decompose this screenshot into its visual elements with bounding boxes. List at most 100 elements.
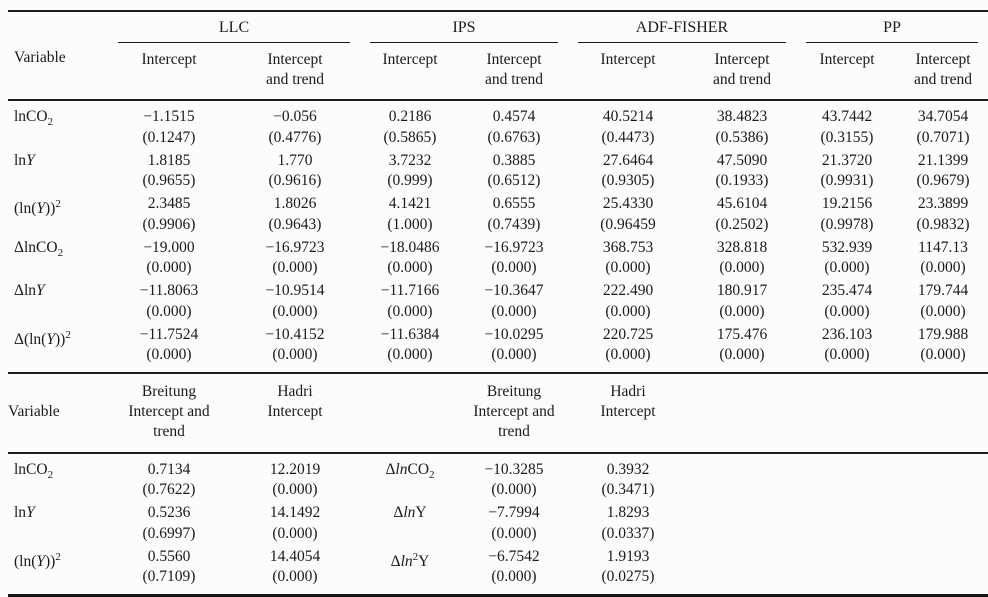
- table-cell: −10.9514 (0.000): [230, 279, 360, 323]
- table-cell-empty: [796, 501, 898, 545]
- table-row: lnCO2 0.7134 (0.7622) 12.2019 (0.000) ΔlnC…: [8, 453, 988, 501]
- statistic-value: −1.1515: [143, 108, 195, 125]
- variable-label: ΔlnCO2: [14, 238, 64, 259]
- table-cell: ΔlnY: [360, 501, 460, 545]
- statistic-value: −7.7994: [488, 504, 540, 521]
- p-value: (0.000): [719, 259, 765, 276]
- statistic-value: 23.3899: [917, 195, 969, 212]
- table-row: lnY 1.8185 (0.9655) 1.770 (0.9616) 3.7232 (…: [8, 148, 988, 192]
- p-value: (0.5865): [383, 128, 437, 146]
- test-group-header-adf-fisher: ADF-FISHER: [568, 11, 796, 43]
- statistic-value: 1.8026: [273, 195, 317, 212]
- statistic-value: 21.3720: [821, 151, 873, 169]
- p-value: (0.000): [605, 302, 651, 320]
- p-value: (0.000): [387, 259, 433, 276]
- statistic-value: 1147.13: [918, 238, 968, 256]
- statistic-value: −11.7524: [139, 325, 199, 343]
- test-group-header-pp: PP: [796, 11, 988, 43]
- statistic-value: −11.8063: [139, 282, 199, 299]
- statistic-value: 34.7054: [917, 108, 969, 125]
- p-value: (0.000): [719, 346, 765, 363]
- statistic-value: 180.917: [716, 282, 768, 299]
- table-cell: 0.3885 (0.6512): [460, 148, 568, 192]
- statistic-value: 1.8293: [606, 504, 650, 521]
- test-group-header-ips: IPS: [360, 11, 568, 43]
- statistic-value: 179.744: [917, 282, 969, 299]
- column-header-hadri: Hadri Intercept: [267, 382, 323, 420]
- statistic-value: −10.9514: [265, 282, 325, 299]
- statistic-value: 45.6104: [716, 195, 768, 212]
- column-header: Intercept: [141, 51, 197, 68]
- table-cell: 1.770 (0.9616): [230, 148, 360, 192]
- table-cell: −11.8063 (0.000): [108, 279, 230, 323]
- table-cell: 532.939 (0.000): [796, 235, 898, 279]
- table-cell: 12.2019 (0.000): [230, 453, 360, 501]
- p-value: (0.000): [146, 302, 192, 320]
- statistic-value: 0.5560: [147, 547, 191, 565]
- statistic-value: 40.5214: [602, 108, 654, 125]
- table-cell: −10.3647 (0.000): [460, 279, 568, 323]
- statistic-value: −16.9723: [265, 238, 325, 256]
- p-value: (0.3471): [601, 481, 655, 498]
- table-cell: 43.7442 (0.3155): [796, 100, 898, 148]
- table-cell: 38.4823 (0.5386): [688, 100, 796, 148]
- table-cell: 21.3720 (0.9931): [796, 148, 898, 192]
- variable-label: ΔlnY: [14, 282, 45, 299]
- p-value: (0.000): [824, 302, 870, 320]
- table-cell: 1.8185 (0.9655): [108, 148, 230, 192]
- table-cell: 27.6464 (0.9305): [568, 148, 688, 192]
- column-header: Intercept and trend: [484, 51, 544, 88]
- column-header-empty: [688, 374, 796, 453]
- statistic-value: −11.6384: [380, 325, 440, 343]
- p-value: (0.0337): [601, 524, 655, 542]
- p-value: (0.9305): [601, 172, 655, 189]
- p-value: (0.9906): [142, 215, 196, 233]
- table-cell: 0.2186 (0.5865): [360, 100, 460, 148]
- p-value: (0.000): [272, 346, 318, 363]
- variable-label: lnY: [14, 151, 35, 169]
- statistic-value: 21.1399: [917, 151, 969, 169]
- statistic-value: −10.3285: [484, 460, 544, 478]
- column-header: Intercept: [600, 51, 656, 68]
- variable-label: lnCO2: [14, 108, 54, 129]
- p-value: (0.000): [272, 481, 318, 498]
- table-row: Δ(ln(Y))2 −11.7524 (0.000) −10.4152 (0.000…: [8, 322, 988, 373]
- statistic-value: 328.818: [716, 238, 768, 256]
- table-cell: −0.056 (0.4776): [230, 100, 360, 148]
- column-header: Intercept: [819, 51, 875, 68]
- table-cell: Δln2Y: [360, 544, 460, 595]
- p-value: (0.000): [272, 568, 318, 585]
- column-header: Intercept: [382, 51, 438, 68]
- table-cell: 1.9193 (0.0275): [568, 544, 688, 595]
- table-cell: 0.5236 (0.6997): [108, 501, 230, 545]
- table-row: ΔlnY −11.8063 (0.000) −10.9514 (0.000) −11…: [8, 279, 988, 323]
- p-value: (0.9643): [268, 215, 322, 233]
- table-cell: 21.1399 (0.9679): [898, 148, 988, 192]
- variable-label: lnCO2: [14, 460, 54, 481]
- table-cell: 4.1421 (1.000): [360, 192, 460, 236]
- p-value: (0.000): [920, 259, 966, 276]
- table-row: (ln(Y))2 2.3485 (0.9906) 1.8026 (0.9643) 4…: [8, 192, 988, 236]
- p-value: (0.9978): [820, 215, 874, 233]
- p-value: (0.9679): [916, 172, 970, 189]
- p-value: (0.1247): [142, 128, 196, 146]
- table-cell: 14.4054 (0.000): [230, 544, 360, 595]
- column-header-empty: [796, 374, 898, 453]
- table-cell: 45.6104 (0.2502): [688, 192, 796, 236]
- statistic-value: −10.0295: [484, 325, 544, 343]
- variable-column-header: Variable: [14, 49, 66, 66]
- p-value: (0.9832): [916, 215, 970, 233]
- variable-label: (ln(Y))2: [14, 198, 61, 218]
- table-cell: ΔlnCO2: [360, 453, 460, 501]
- table-cell: 25.4330 (0.96459: [568, 192, 688, 236]
- table-row: ΔlnCO2 −19.000 (0.000) −16.9723 (0.000) −1…: [8, 235, 988, 279]
- p-value: (0.3155): [820, 128, 874, 146]
- statistic-value: 27.6464: [602, 151, 654, 169]
- statistic-value: −6.7542: [488, 547, 540, 565]
- p-value: (0.000): [146, 346, 192, 363]
- statistic-value: 47.5090: [716, 151, 768, 169]
- diff-variable-label: ΔlnY: [393, 504, 427, 521]
- p-value: (0.6997): [142, 524, 196, 542]
- statistic-value: 0.3885: [492, 151, 536, 169]
- table-cell: −1.1515 (0.1247): [108, 100, 230, 148]
